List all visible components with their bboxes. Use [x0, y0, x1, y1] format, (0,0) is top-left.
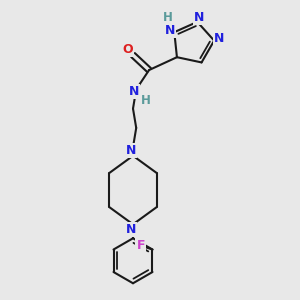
Text: H: H — [163, 11, 173, 24]
Text: O: O — [122, 43, 133, 56]
Text: F: F — [136, 239, 145, 252]
Text: H: H — [141, 94, 151, 106]
Text: N: N — [165, 23, 175, 37]
Text: N: N — [129, 85, 139, 98]
Text: N: N — [214, 32, 225, 45]
Text: N: N — [194, 11, 205, 24]
Text: N: N — [126, 144, 136, 157]
Text: N: N — [126, 223, 136, 236]
